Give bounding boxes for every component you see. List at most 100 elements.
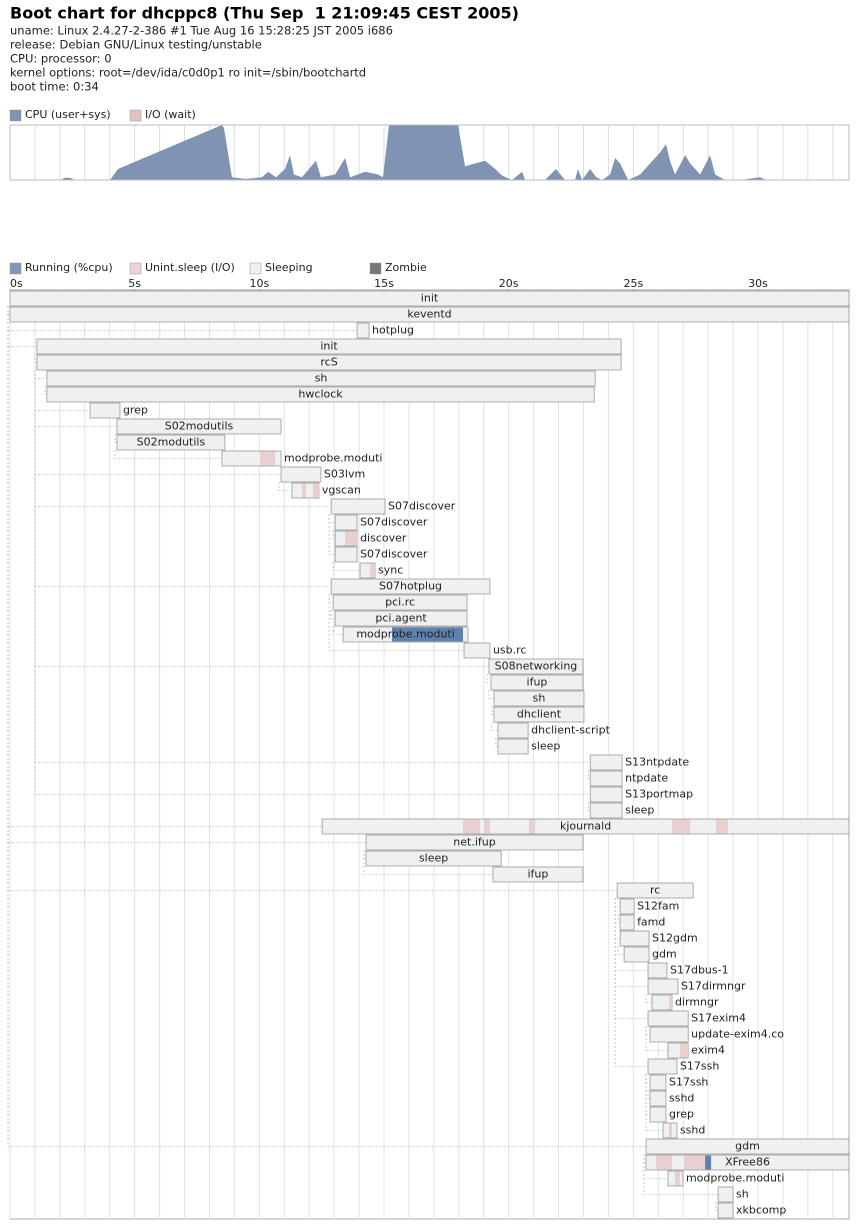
tree-link bbox=[486, 674, 491, 683]
process-bar bbox=[619, 914, 635, 931]
tree-link bbox=[645, 1074, 663, 1131]
tree-link bbox=[34, 354, 37, 363]
legend-label: Zombie bbox=[385, 261, 427, 274]
process-label: sh bbox=[736, 1188, 749, 1201]
tree-link bbox=[488, 690, 494, 699]
process-bar bbox=[463, 642, 491, 659]
process-label: usb.rc bbox=[493, 644, 527, 657]
legend-label: Sleeping bbox=[265, 261, 313, 274]
tree-link bbox=[114, 450, 222, 459]
tree-link bbox=[328, 514, 336, 555]
io-segment bbox=[260, 451, 276, 466]
process-label: S17ssh bbox=[680, 1060, 719, 1073]
process-bar bbox=[647, 962, 668, 979]
tree-link bbox=[643, 1154, 719, 1195]
tree-link bbox=[491, 722, 498, 731]
process-label: kjournald bbox=[560, 820, 611, 833]
process-label: S17ssh bbox=[669, 1076, 708, 1089]
process-bar bbox=[589, 786, 623, 803]
io-segment bbox=[370, 563, 376, 578]
process-label: S13portmap bbox=[625, 788, 693, 801]
process-label: net.ifup bbox=[453, 836, 495, 849]
process-label: sync bbox=[378, 564, 403, 577]
process-bar bbox=[46, 370, 596, 387]
process-label: modprobe.moduti bbox=[284, 452, 382, 465]
process-label: XFree86 bbox=[725, 1156, 770, 1169]
process-bar bbox=[334, 546, 358, 563]
io-segment bbox=[483, 819, 490, 834]
io-segment bbox=[668, 1123, 672, 1138]
info-line: uname: Linux 2.4.27-2-386 #1 Tue Aug 16 … bbox=[10, 24, 393, 38]
tree-link bbox=[328, 594, 465, 651]
x-tick-label: 20s bbox=[499, 277, 519, 290]
process-label: S07discover bbox=[388, 500, 456, 513]
tree-link bbox=[614, 898, 649, 1067]
process-label: grep bbox=[669, 1108, 694, 1121]
process-label: S03lvm bbox=[324, 468, 365, 481]
process-label: pci.rc bbox=[385, 596, 415, 609]
process-bar bbox=[619, 898, 635, 915]
process-bar bbox=[46, 386, 595, 403]
plot-frame bbox=[9, 124, 850, 181]
legend-label: Running (%cpu) bbox=[25, 261, 113, 274]
process-bar bbox=[330, 498, 386, 515]
process-bar bbox=[619, 930, 650, 947]
process-bar bbox=[36, 354, 622, 371]
process-bar bbox=[717, 1186, 734, 1203]
tree-link bbox=[645, 994, 653, 1003]
io-segment bbox=[656, 1155, 672, 1170]
process-label: S17exim4 bbox=[691, 1012, 746, 1025]
legend-swatch bbox=[9, 109, 22, 122]
process-label: S07discover bbox=[360, 516, 428, 529]
process-bar bbox=[89, 402, 121, 419]
process-label: gdm bbox=[735, 1140, 760, 1153]
info-line: boot time: 0:34 bbox=[10, 80, 99, 94]
tree-link bbox=[34, 370, 591, 795]
process-bar bbox=[649, 1074, 667, 1091]
process-label: S13ntpdate bbox=[625, 756, 689, 769]
cpu-area bbox=[10, 125, 849, 180]
process-bar bbox=[365, 850, 502, 867]
tree-link bbox=[495, 738, 498, 747]
process-label: vgscan bbox=[322, 484, 361, 497]
process-label: sleep bbox=[625, 804, 654, 817]
process-label: S17dirmngr bbox=[681, 980, 746, 993]
process-label: famd bbox=[637, 916, 665, 929]
io-segment bbox=[674, 1171, 680, 1186]
legend-swatch bbox=[9, 262, 22, 275]
process-label: S02modutils bbox=[165, 420, 234, 433]
legend-swatch bbox=[129, 262, 142, 275]
process-label: ntpdate bbox=[625, 772, 668, 785]
process-label: dhclient bbox=[517, 708, 562, 721]
process-label: sshd bbox=[680, 1124, 705, 1137]
process-bar bbox=[497, 738, 529, 755]
process-bar bbox=[493, 690, 585, 707]
tree-links bbox=[7, 306, 719, 1211]
io-segment bbox=[679, 1043, 689, 1058]
tree-link bbox=[363, 850, 493, 875]
process-bar bbox=[490, 674, 584, 691]
running-segment bbox=[705, 1155, 712, 1170]
tree-link bbox=[278, 482, 292, 491]
process-label: ifup bbox=[527, 676, 548, 689]
process-bar bbox=[493, 706, 585, 723]
process-bar bbox=[332, 594, 468, 611]
process-bar bbox=[334, 610, 468, 627]
io-segment bbox=[529, 819, 536, 834]
process-label: rcS bbox=[320, 356, 337, 369]
legend-label: I/O (wait) bbox=[145, 108, 196, 121]
x-tick-label: 15s bbox=[374, 277, 394, 290]
process-bar bbox=[488, 658, 584, 675]
process-bar bbox=[9, 290, 850, 307]
process-label: modprobe.moduti bbox=[356, 628, 454, 641]
tree-link bbox=[645, 1026, 668, 1051]
x-tick-label: 5s bbox=[128, 277, 141, 290]
process-label: init bbox=[421, 292, 439, 305]
process-label: discover bbox=[360, 532, 407, 545]
tree-link bbox=[332, 562, 361, 571]
io-segment bbox=[668, 995, 672, 1010]
tree-link bbox=[617, 914, 621, 923]
process-label: init bbox=[320, 340, 338, 353]
process-bar bbox=[116, 418, 282, 435]
